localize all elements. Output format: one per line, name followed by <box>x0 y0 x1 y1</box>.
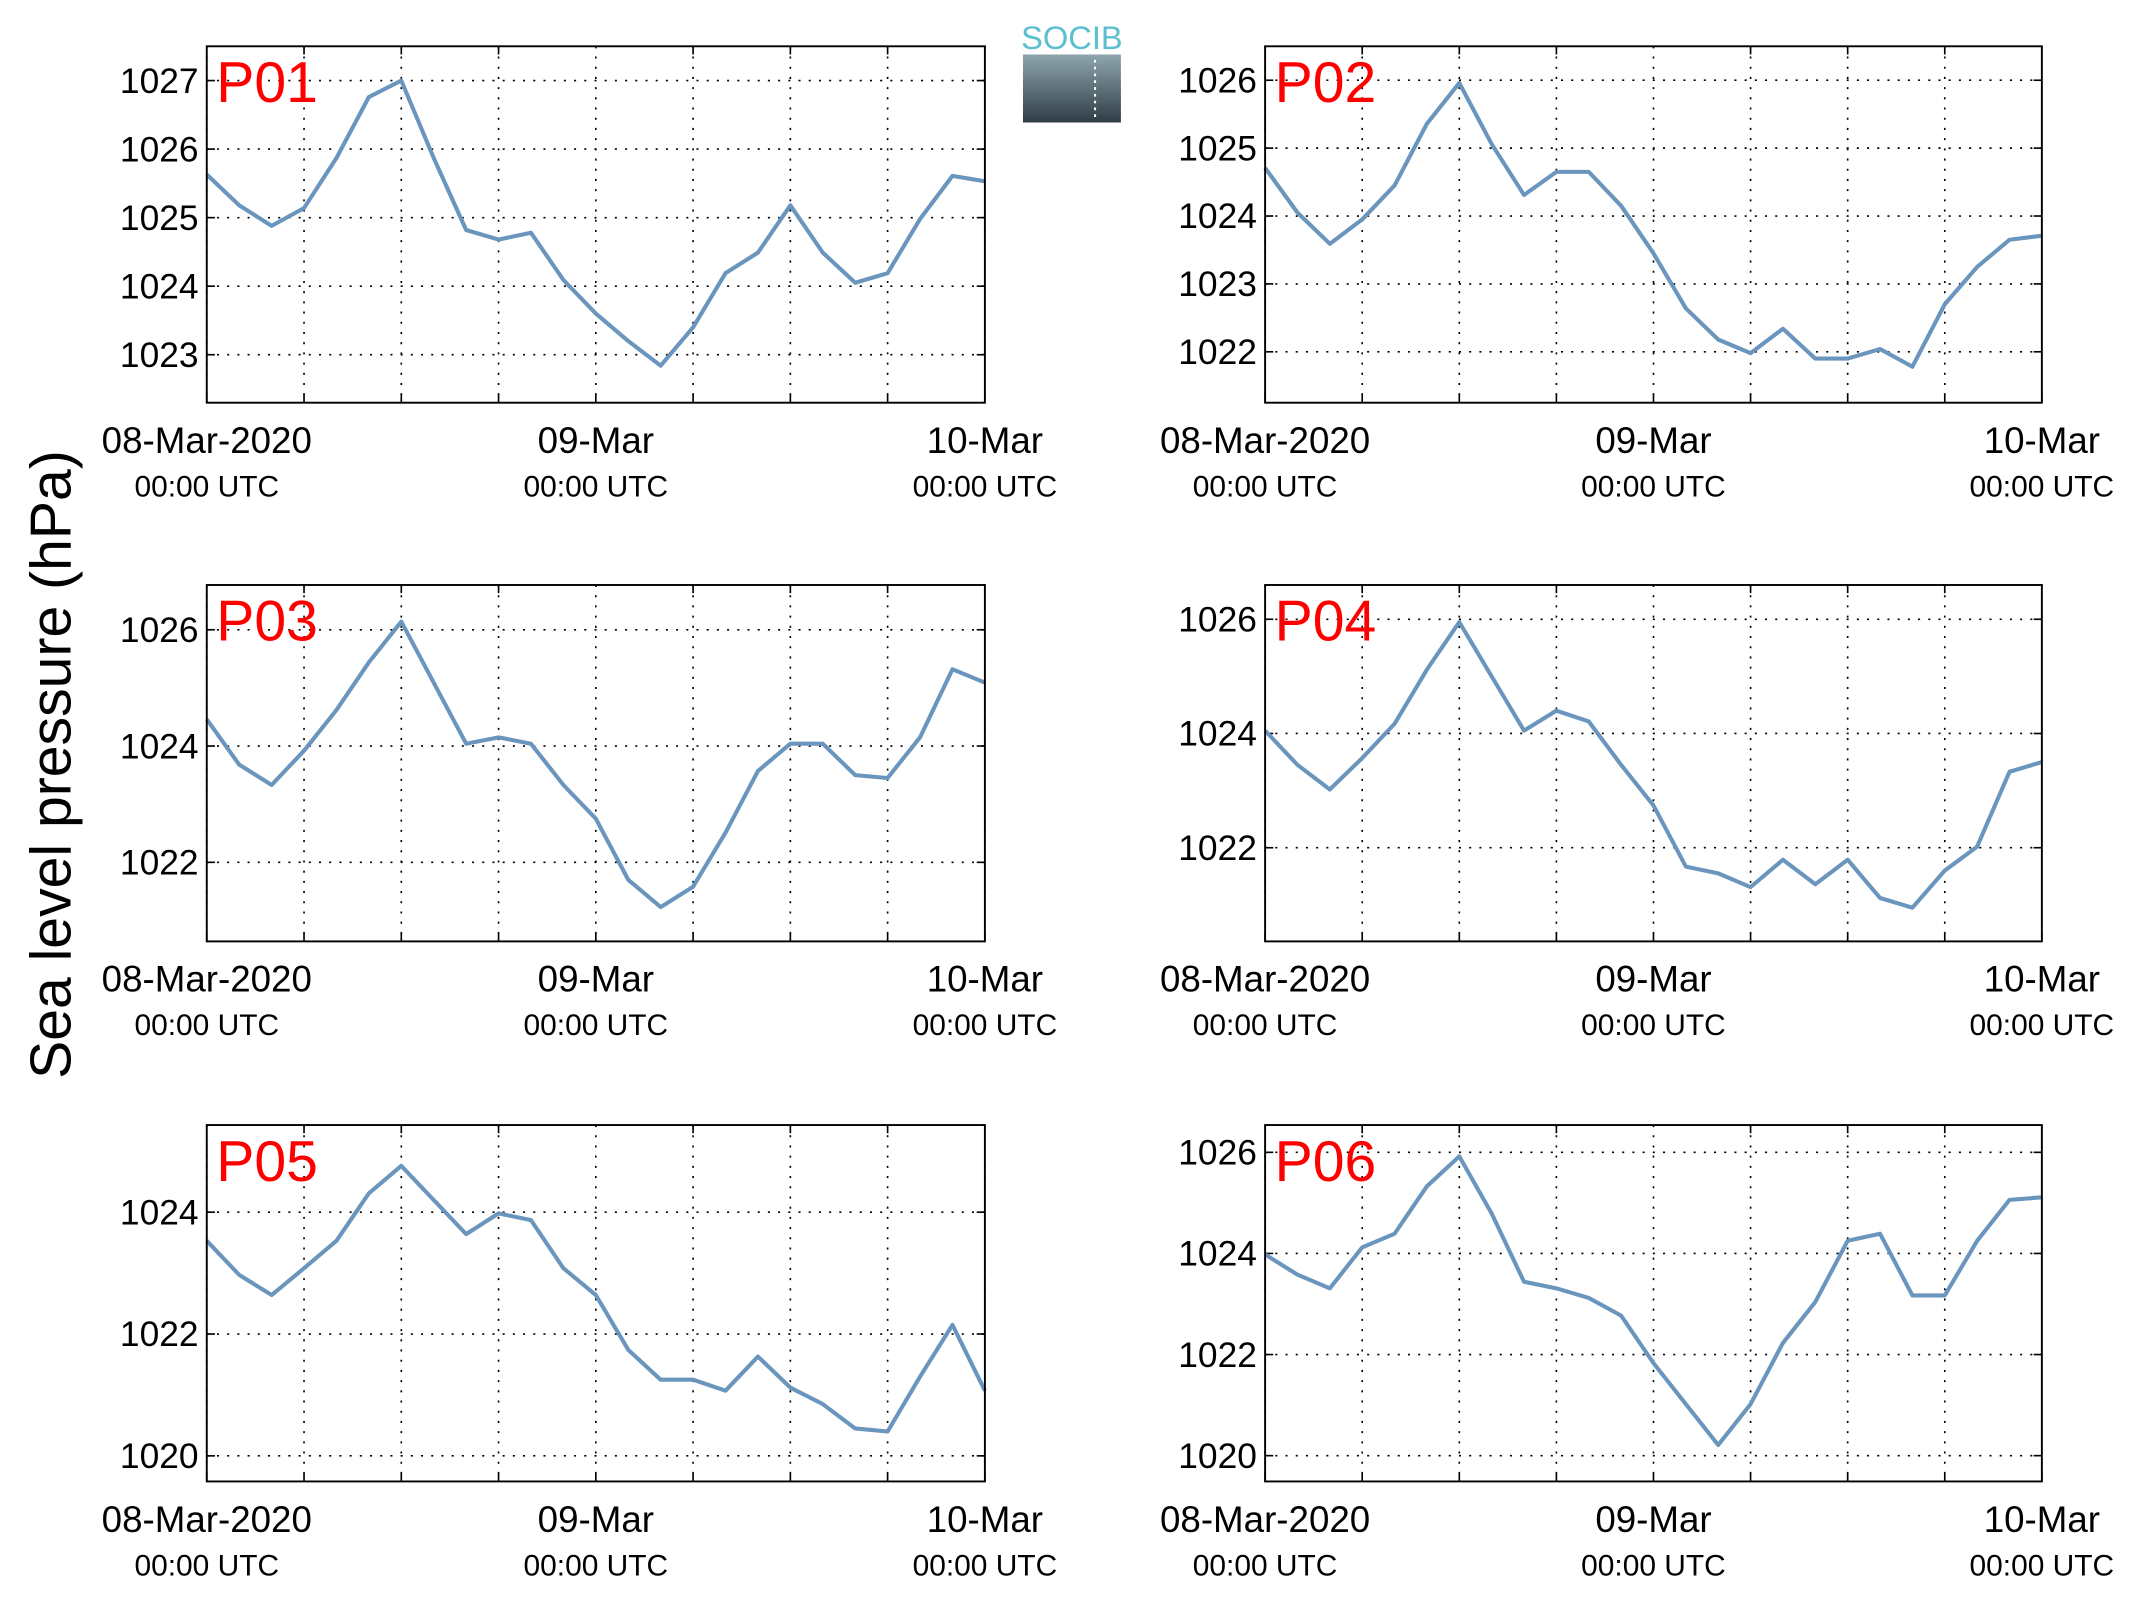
x-tick-label: 08-Mar-2020 <box>1160 959 1370 1000</box>
plot-frame <box>1264 584 2043 943</box>
y-tick-label: 1026 <box>1178 1134 1257 1173</box>
x-tick-sublabel: 00:00 UTC <box>524 1009 669 1042</box>
x-tick-label: 09-Mar <box>538 959 654 1000</box>
x-tick-sublabel: 00:00 UTC <box>913 1549 1058 1582</box>
y-tick-label: 1026 <box>120 611 199 650</box>
x-tick-sublabel: 00:00 UTC <box>524 1549 669 1582</box>
logo-box <box>1022 54 1121 123</box>
data-line <box>1264 1154 2043 1448</box>
x-tick-sublabel: 00:00 UTC <box>134 1549 279 1582</box>
x-tick-sublabel: 00:00 UTC <box>913 1009 1058 1042</box>
x-tick-sublabel: 00:00 UTC <box>1581 1009 1726 1042</box>
plot-area <box>206 584 985 942</box>
x-tick-sublabel: 00:00 UTC <box>1970 1009 2115 1042</box>
y-tick-label: 1022 <box>1178 829 1257 868</box>
data-line <box>1263 620 2043 910</box>
x-tick-sublabel: 00:00 UTC <box>1193 1549 1338 1582</box>
x-tick-label: 10-Mar <box>1984 959 2100 1000</box>
x-tick-label: 09-Mar <box>1595 1499 1711 1540</box>
y-tick-label: 1025 <box>1178 129 1257 168</box>
y-tick-label: 1023 <box>120 336 199 375</box>
x-tick-label: 08-Mar-2020 <box>1160 1499 1370 1540</box>
y-tick-label: 1027 <box>120 62 199 101</box>
data-line <box>205 619 986 910</box>
plot-frame <box>205 584 986 943</box>
data-line <box>1263 80 2043 369</box>
plot-frame <box>1264 1124 2043 1483</box>
plot-area <box>1265 584 2042 942</box>
x-tick-sublabel: 00:00 UTC <box>134 471 279 504</box>
y-tick-label: 1023 <box>1178 265 1257 304</box>
chart-title: P02 <box>1275 51 1377 115</box>
chart-title: P06 <box>1275 1130 1377 1194</box>
plot-area <box>1265 1125 2042 1482</box>
y-tick-label: 1024 <box>1178 1235 1257 1274</box>
y-tick-label: 1026 <box>120 130 199 169</box>
plot-area <box>1265 46 2042 403</box>
y-tick-label: 1024 <box>1178 715 1257 754</box>
plot-frame <box>205 45 986 404</box>
y-tick-label: 1020 <box>120 1437 199 1476</box>
x-tick-label: 10-Mar <box>927 959 1043 1000</box>
y-tick-label: 1020 <box>1178 1437 1257 1476</box>
data-line <box>205 78 986 368</box>
plot-area <box>206 46 985 403</box>
x-tick-sublabel: 00:00 UTC <box>1970 471 2115 504</box>
y-tick-label: 1024 <box>120 1193 199 1232</box>
chart-title: P04 <box>1275 590 1377 654</box>
y-tick-label: 1024 <box>120 727 199 766</box>
y-tick-label: 1025 <box>120 199 199 238</box>
x-tick-label: 10-Mar <box>927 1499 1043 1540</box>
x-tick-label: 08-Mar-2020 <box>1160 420 1370 461</box>
x-tick-label: 10-Mar <box>1984 1499 2100 1540</box>
x-tick-label: 10-Mar <box>927 420 1043 461</box>
y-axis-label: Sea level pressure (hPa) <box>20 450 84 1079</box>
chart-title: P03 <box>216 590 318 654</box>
plot-frame <box>205 1124 986 1483</box>
plot-frame <box>1264 45 2043 404</box>
y-tick-label: 1026 <box>1178 600 1257 639</box>
x-tick-label: 09-Mar <box>538 420 654 461</box>
logo-text: SOCIB <box>1021 19 1123 56</box>
y-tick-label: 1022 <box>1178 1336 1257 1375</box>
data-line <box>205 1163 987 1434</box>
x-tick-sublabel: 00:00 UTC <box>1193 471 1338 504</box>
x-tick-label: 10-Mar <box>1984 420 2100 461</box>
x-tick-sublabel: 00:00 UTC <box>134 1009 279 1042</box>
y-tick-label: 1022 <box>1178 333 1257 372</box>
y-tick-label: 1022 <box>120 1315 199 1354</box>
x-tick-sublabel: 00:00 UTC <box>524 471 669 504</box>
x-tick-label: 08-Mar-2020 <box>102 959 312 1000</box>
x-tick-label: 09-Mar <box>1595 420 1711 461</box>
y-tick-label: 1022 <box>120 844 199 883</box>
y-tick-label: 1026 <box>1178 61 1257 100</box>
x-tick-sublabel: 00:00 UTC <box>913 471 1058 504</box>
x-tick-sublabel: 00:00 UTC <box>1193 1009 1338 1042</box>
chart-title: P05 <box>216 1130 318 1194</box>
y-tick-label: 1024 <box>1178 197 1257 236</box>
y-tick-label: 1024 <box>120 267 199 306</box>
x-tick-sublabel: 00:00 UTC <box>1581 471 1726 504</box>
x-tick-sublabel: 00:00 UTC <box>1970 1549 2115 1582</box>
x-tick-sublabel: 00:00 UTC <box>1581 1549 1726 1582</box>
x-tick-label: 08-Mar-2020 <box>102 420 312 461</box>
chart-title: P01 <box>216 51 318 115</box>
x-tick-label: 08-Mar-2020 <box>102 1499 312 1540</box>
x-tick-label: 09-Mar <box>1595 959 1711 1000</box>
x-tick-label: 09-Mar <box>538 1499 654 1540</box>
